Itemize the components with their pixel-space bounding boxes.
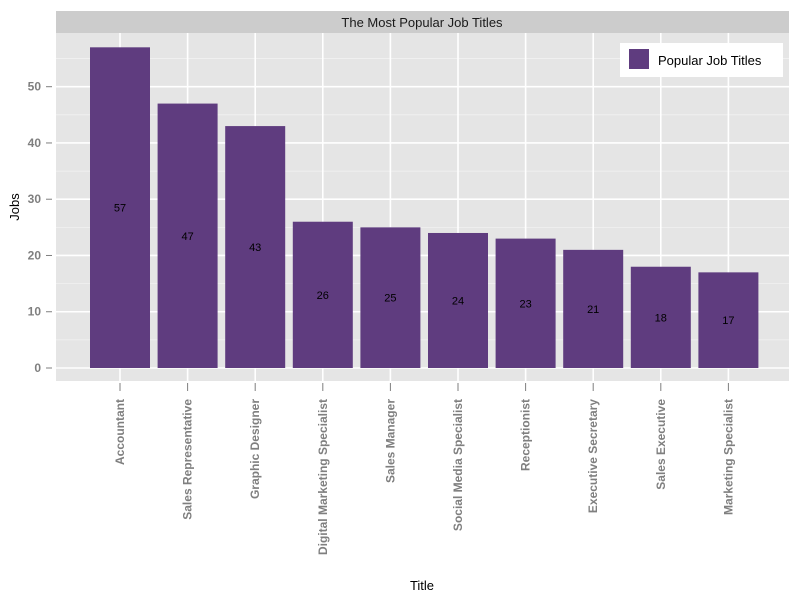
legend-label: Popular Job Titles [658, 53, 762, 68]
title-strip [56, 11, 789, 33]
x-tick-label: Marketing Specialist [721, 399, 735, 515]
y-tick-label: 30 [28, 192, 42, 206]
bar-value-label: 47 [181, 231, 193, 243]
y-axis-title: Jobs [7, 193, 22, 221]
y-tick-label: 50 [28, 80, 42, 94]
bar-value-label: 24 [452, 295, 464, 307]
bar-value-label: 43 [249, 242, 261, 254]
x-tick-label: Sales Representative [181, 399, 195, 520]
x-tick-label: Sales Manager [383, 399, 397, 483]
bar-value-label: 25 [384, 293, 396, 305]
bar-value-label: 26 [317, 290, 329, 302]
x-axis: Accountant Sales Representative Graphic De… [113, 383, 735, 555]
bar-value-label: 18 [655, 312, 667, 324]
bar [292, 221, 353, 368]
y-tick-label: 20 [28, 248, 42, 262]
x-tick-label: Receptionist [519, 399, 533, 471]
bar [428, 232, 488, 368]
bar-value-label: 57 [114, 203, 126, 215]
bar [630, 266, 691, 368]
y-tick-label: 10 [28, 305, 42, 319]
data-labels: 57 47 43 26 25 24 23 21 18 17 [114, 203, 735, 328]
bar [90, 47, 150, 369]
y-tick-label: 0 [34, 361, 41, 375]
legend: Popular Job Titles [620, 43, 783, 77]
x-tick-label: Digital Marketing Specialist [316, 399, 330, 555]
bar [225, 126, 286, 368]
x-tick-label: Accountant [113, 399, 127, 465]
x-tick-label: Social Media Specialist [451, 399, 465, 531]
x-axis-title: Title [410, 578, 434, 593]
bar [360, 227, 421, 368]
bars [90, 47, 759, 369]
legend-swatch [629, 49, 649, 69]
bar [563, 249, 624, 368]
chart-title: The Most Popular Job Titles [341, 15, 503, 30]
x-tick-label: Graphic Designer [248, 399, 262, 499]
y-axis: 0 10 20 30 40 50 [28, 80, 52, 375]
bar [495, 238, 556, 368]
bar-value-label: 17 [722, 315, 734, 327]
bar [698, 272, 759, 368]
bar-value-label: 23 [519, 298, 531, 310]
bar [157, 103, 218, 368]
x-tick-label: Executive Secretary [586, 399, 600, 513]
x-tick-label: Sales Executive [654, 399, 668, 490]
bar-value-label: 21 [587, 304, 599, 316]
y-tick-label: 40 [28, 136, 42, 150]
